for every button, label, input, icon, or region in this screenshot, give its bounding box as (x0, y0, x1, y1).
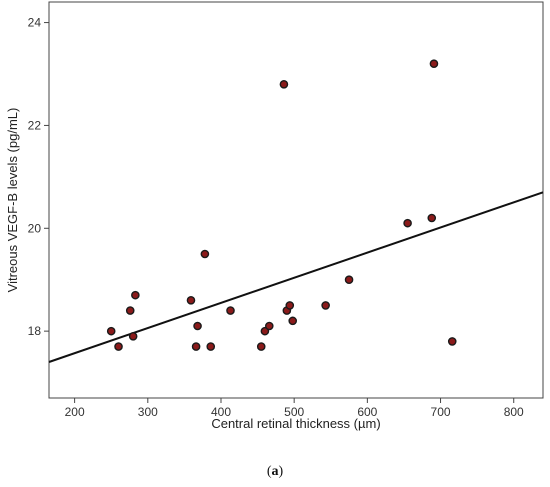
y-axis: 18 20 22 24 (28, 16, 49, 338)
data-point (131, 290, 140, 300)
data-point (206, 342, 216, 351)
caption-close: ) (278, 464, 284, 479)
data-point (285, 301, 295, 310)
data-point (288, 316, 298, 326)
data-points (106, 59, 457, 351)
y-tick-label: 24 (28, 16, 42, 30)
data-point (114, 342, 123, 351)
x-tick-label: 400 (211, 405, 231, 419)
plot-area (48, 1, 544, 399)
x-tick-label: 600 (357, 405, 377, 419)
x-tick-label: 300 (138, 405, 158, 419)
y-tick-label: 20 (28, 221, 42, 235)
data-point (186, 295, 196, 305)
data-point (279, 79, 289, 89)
scatter-chart: 200 300 400 500 600 700 800 18 20 22 24 Central r… (5, 1, 544, 431)
data-point (264, 321, 274, 331)
y-tick-label: 22 (28, 118, 42, 132)
data-point (344, 275, 354, 285)
data-point (403, 218, 412, 228)
caption-letter: a (271, 464, 279, 479)
data-point (191, 342, 201, 351)
x-axis-label: Central retinal thickness (µm) (211, 416, 380, 431)
figure-caption: (a) (0, 464, 550, 480)
data-point (193, 321, 202, 331)
data-point (226, 306, 235, 315)
x-axis: 200 300 400 500 600 700 800 (65, 398, 524, 419)
data-point (427, 213, 437, 223)
caption-open: ( (266, 464, 272, 479)
data-point (256, 342, 266, 351)
data-point (200, 249, 210, 259)
x-tick-label: 500 (284, 405, 304, 419)
y-axis-label: Vitreous VEGF-B levels (pg/mL) (5, 108, 20, 293)
x-tick-label: 800 (504, 405, 524, 419)
data-point (125, 306, 135, 315)
data-point (447, 337, 457, 346)
data-point (321, 301, 330, 310)
y-tick-label: 18 (28, 324, 42, 338)
data-point (106, 326, 116, 336)
data-point (128, 331, 138, 341)
data-point (429, 59, 439, 69)
x-tick-label: 700 (431, 405, 451, 419)
x-tick-label: 200 (65, 405, 85, 419)
